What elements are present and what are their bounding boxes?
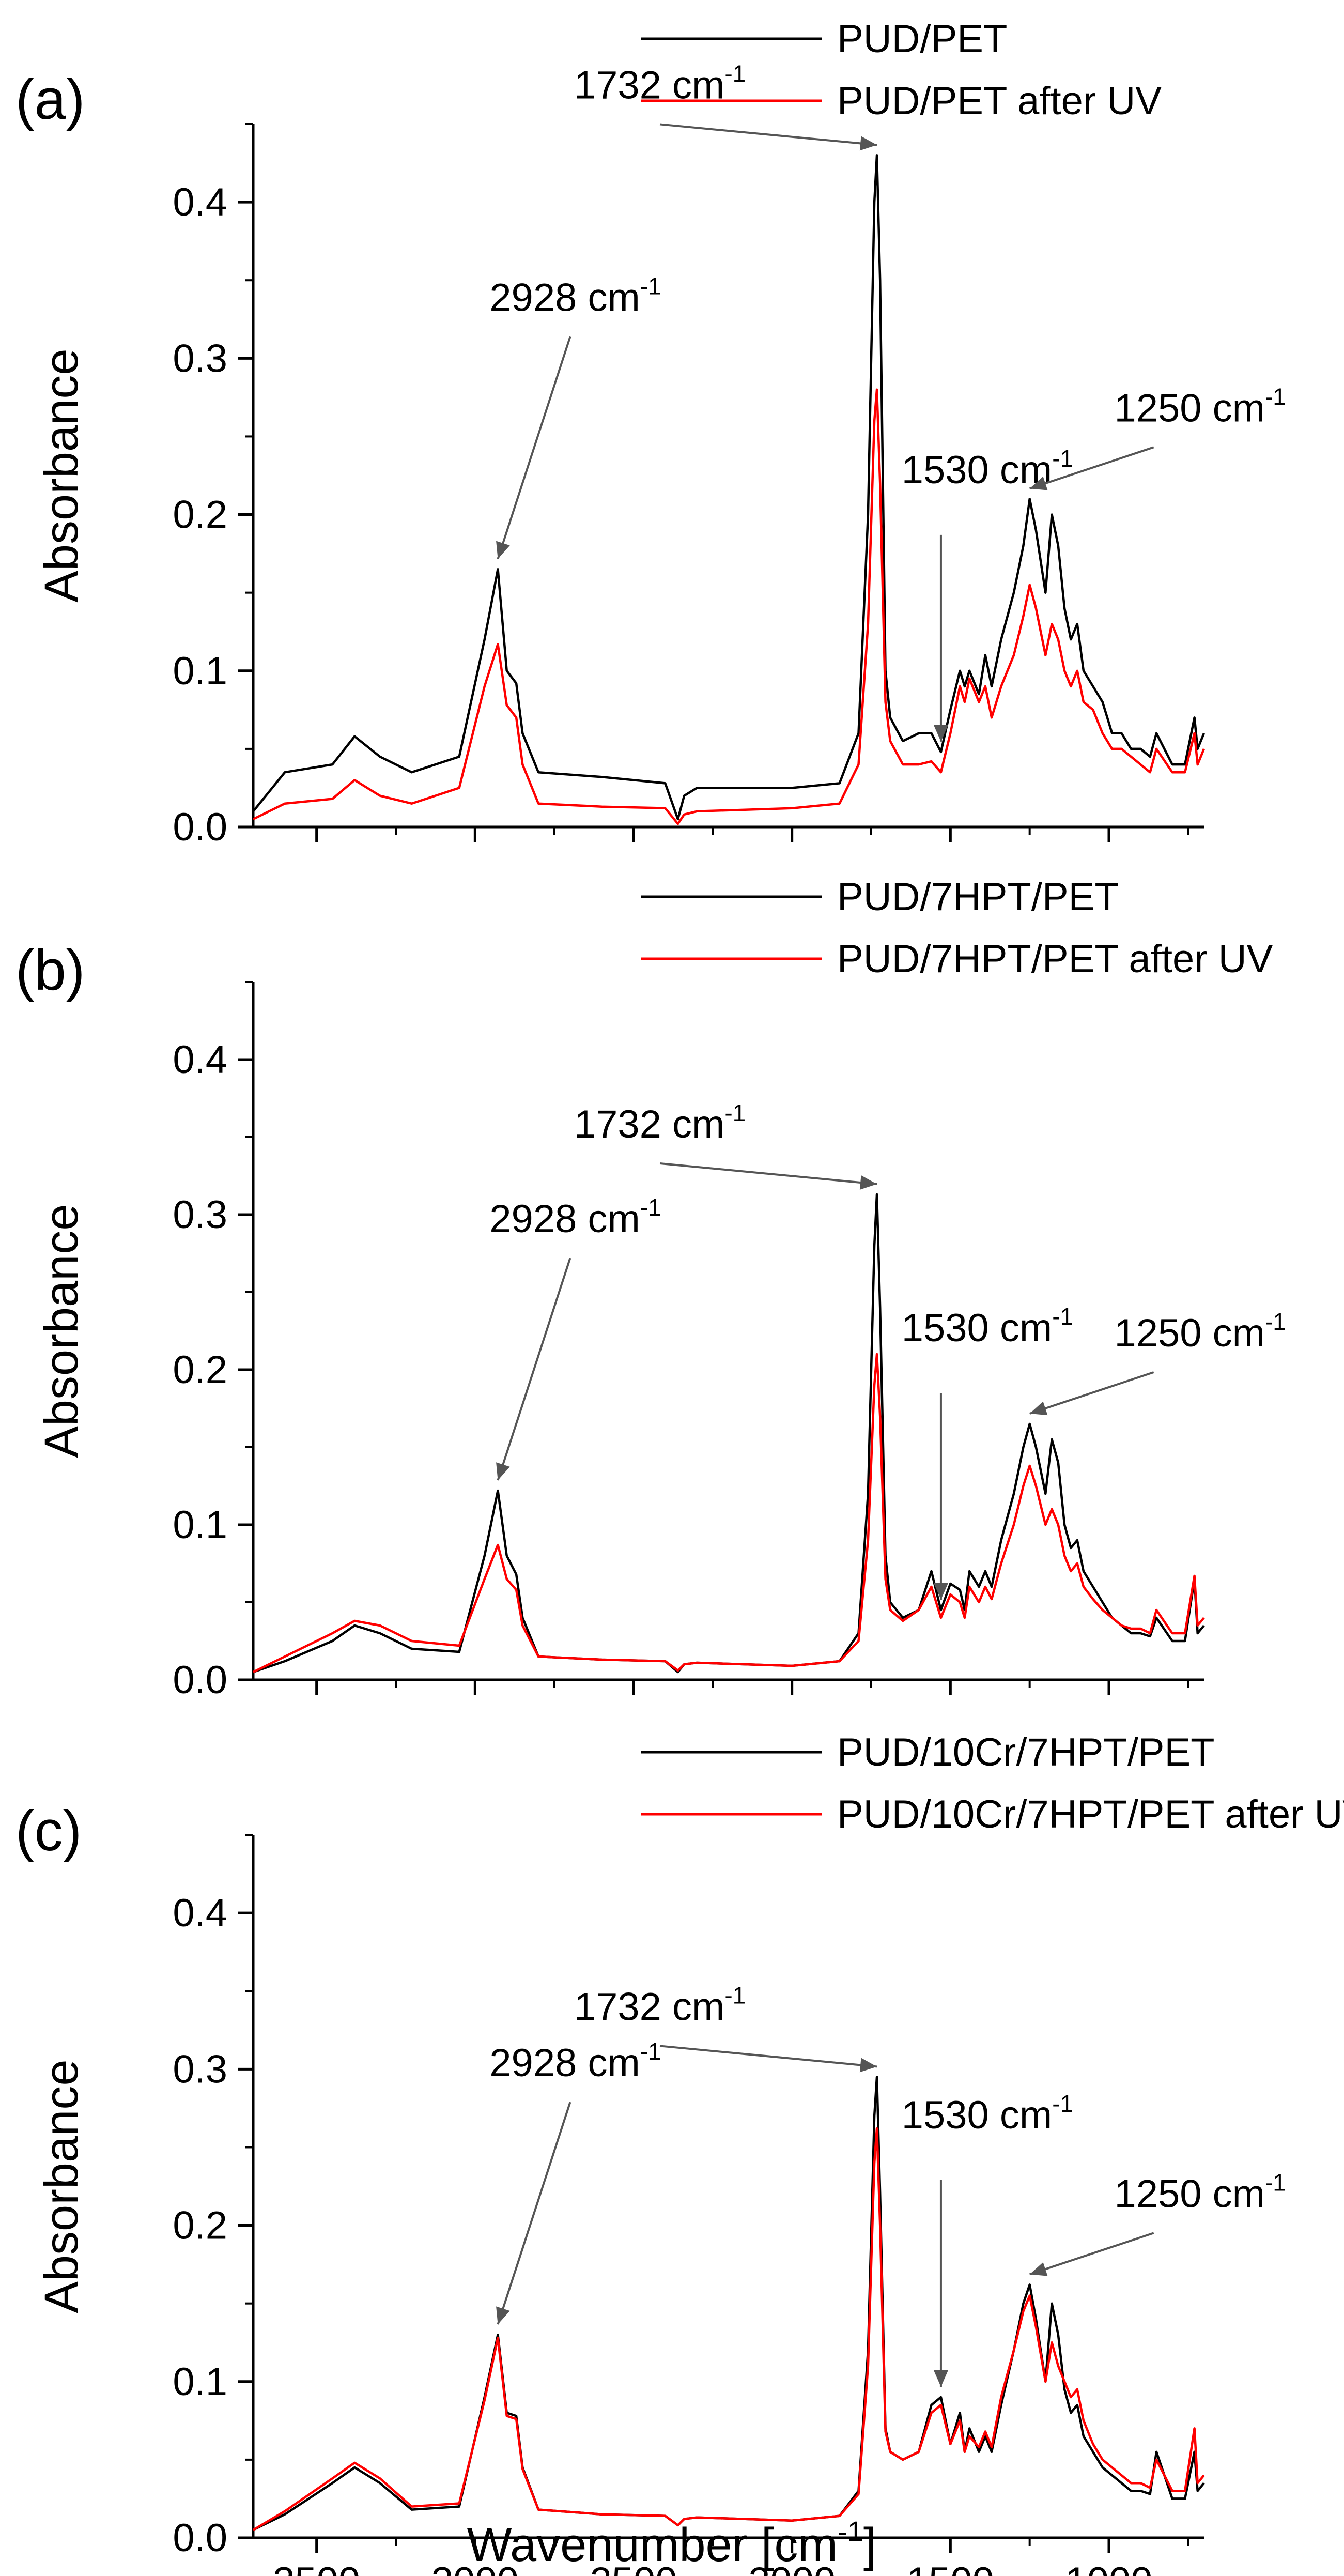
annotation-label: 1530 cm-1 (902, 2090, 1073, 2137)
annotation-label: 1530 cm-1 (902, 445, 1073, 492)
series-line-before-uv (253, 2076, 1205, 2531)
annotation-label: 2928 cm-1 (489, 1194, 661, 1241)
annotation-arrow (1029, 1371, 1154, 1415)
annotation-arrowhead (859, 2058, 877, 2073)
y-axis-title: Absorbance (35, 349, 88, 603)
series-line-before-uv (253, 1193, 1205, 1674)
y-tick-label: 0.0 (173, 1658, 227, 1702)
y-tick-label: 0.3 (173, 336, 227, 380)
y-tick-label: 0.4 (173, 1891, 227, 1935)
annotation-arrow (1029, 446, 1154, 490)
x-tick-label: 3500 (273, 2559, 360, 2576)
panel-label: (c) (16, 1799, 82, 1863)
annotation-arrowhead (496, 1462, 510, 1480)
annotation-label: 1732 cm-1 (574, 1982, 746, 2029)
series-line-before-uv (252, 154, 1206, 821)
annotation-arrow (659, 2045, 877, 2068)
series-line-after-uv (252, 2127, 1205, 2531)
annotation-arrowhead (859, 1175, 877, 1190)
x-tick-label: 3000 (431, 2559, 519, 2576)
x-tick-label: 2000 (748, 2559, 836, 2576)
annotation-arrow (497, 1258, 571, 1481)
annotation-arrowhead (1029, 2262, 1048, 2276)
legend-label: PUD/PET after UV (837, 79, 1162, 123)
y-tick-label: 0.4 (173, 1038, 227, 1082)
annotation-arrowhead (1029, 1401, 1048, 1416)
legend-label: PUD/7HPT/PET (837, 875, 1119, 919)
annotation-label: 1530 cm-1 (902, 1303, 1073, 1350)
annotation-label: 2928 cm-1 (489, 2038, 661, 2085)
annotation-arrowhead (933, 725, 948, 742)
annotation-arrowhead (859, 136, 877, 151)
legend-label: PUD/10Cr/7HPT/PET after UV (837, 1792, 1344, 1836)
y-tick-label: 0.1 (173, 1503, 227, 1547)
y-axis-title: Absorbance (35, 1204, 88, 1458)
annotation-label: 2928 cm-1 (489, 272, 661, 319)
panel-3: 0.0 0.1 0.2 0.3 0.4 3500 3000 2500 2000 1500 1000 A… (16, 1730, 1344, 2576)
y-tick-label: 0.2 (173, 2204, 227, 2248)
y-tick-label: 0.0 (173, 805, 227, 849)
series-line-after-uv (253, 388, 1206, 825)
annotation-arrow (659, 123, 877, 146)
y-tick-label: 0.3 (173, 1193, 227, 1237)
x-tick-label: 2500 (590, 2559, 677, 2576)
y-axis-title: Absorbance (35, 2060, 88, 2313)
annotation-arrowhead (496, 2306, 510, 2325)
y-tick-label: 0.2 (173, 1348, 227, 1392)
annotation-label: 1250 cm-1 (1114, 1308, 1286, 1355)
annotation-arrow (497, 2102, 571, 2325)
annotation-arrowhead (1029, 476, 1048, 490)
y-tick-label: 0.2 (173, 493, 227, 537)
annotation-arrowhead (496, 541, 510, 559)
panel-2: 0.0 0.1 0.2 0.3 0.4 Absorbance (b) PUD/7HPT/PET… (16, 875, 1286, 1702)
y-tick-label: 0.3 (173, 2047, 227, 2091)
panel-label: (a) (16, 68, 85, 131)
annotation-arrow (1029, 2232, 1154, 2276)
y-tick-label: 0.1 (173, 649, 227, 693)
panel-label: (b) (16, 939, 85, 1002)
annotation-label: 1732 cm-1 (574, 1099, 746, 1146)
x-axis-label: Wavenumber [cm-1] (467, 2515, 877, 2571)
series-line-after-uv (253, 1353, 1205, 1674)
y-tick-label: 0.4 (173, 180, 227, 224)
annotation-arrow (497, 336, 571, 559)
panel-1: 0.0 0.1 0.2 0.3 0.4 Absorbance (a) PUD/PET PUD/P… (16, 17, 1286, 849)
annotation-label: 1250 cm-1 (1114, 2169, 1286, 2216)
annotation-label: 1732 cm-1 (574, 60, 746, 107)
annotation-arrowhead (933, 1583, 948, 1600)
annotation-arrowhead (933, 2370, 948, 2387)
annotation-arrow (659, 1162, 877, 1185)
annotation-label: 1250 cm-1 (1114, 383, 1286, 430)
y-tick-label: 0.0 (173, 2516, 227, 2560)
legend-label: PUD/PET (837, 17, 1007, 61)
x-tick-label: 1000 (1065, 2559, 1152, 2576)
legend-label: PUD/7HPT/PET after UV (837, 937, 1273, 981)
legend-label: PUD/10Cr/7HPT/PET (837, 1730, 1215, 1774)
y-tick-label: 0.1 (173, 2360, 227, 2404)
x-tick-label: 1500 (907, 2559, 994, 2576)
